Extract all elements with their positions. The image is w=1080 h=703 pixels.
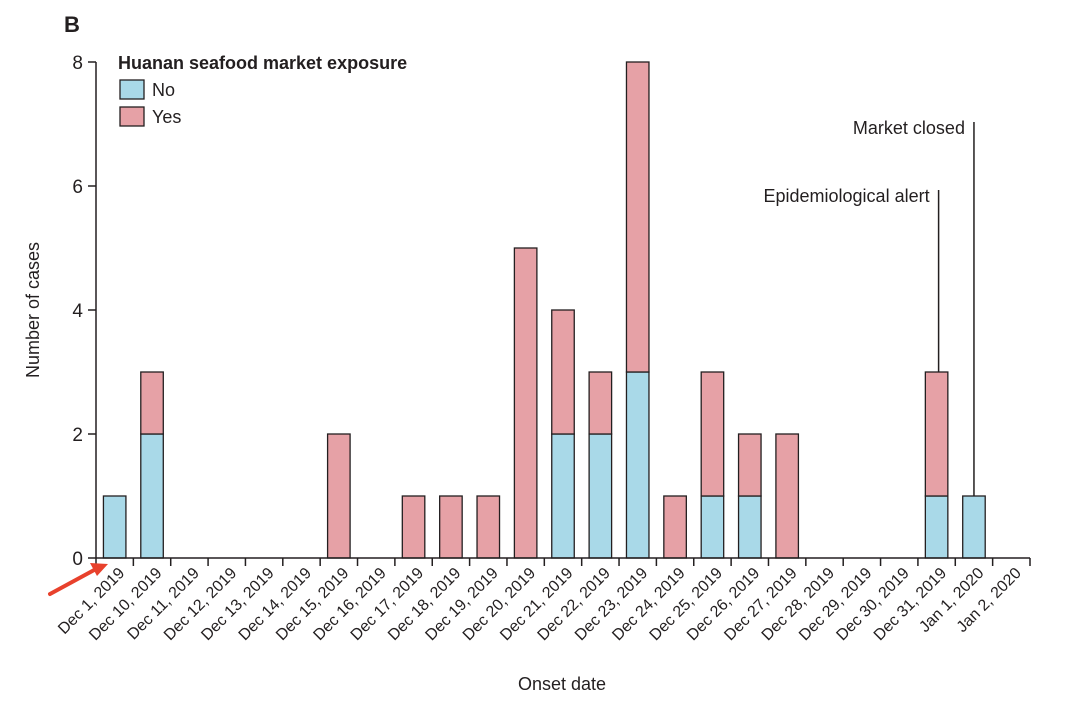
y-tick-label: 4 bbox=[72, 301, 83, 322]
annotation-label: Market closed bbox=[853, 118, 965, 138]
bar-yes bbox=[476, 495, 501, 559]
bar-no bbox=[962, 495, 986, 559]
legend-swatch-no bbox=[119, 79, 145, 100]
legend-swatch-yes bbox=[119, 106, 145, 127]
bar-yes bbox=[140, 371, 164, 435]
legend: Huanan seafood market exposure No Yes bbox=[118, 53, 407, 127]
bars bbox=[102, 61, 986, 559]
bar-yes bbox=[401, 495, 426, 559]
y-axis-title: Number of cases bbox=[23, 242, 43, 378]
bar-yes bbox=[700, 371, 725, 497]
legend-title: Huanan seafood market exposure bbox=[118, 53, 407, 73]
bar-yes bbox=[513, 247, 538, 559]
bar-no bbox=[625, 371, 650, 559]
x-axis-title: Onset date bbox=[518, 674, 606, 694]
bar-no bbox=[737, 495, 762, 559]
bar-yes bbox=[625, 61, 650, 373]
bar-no bbox=[700, 495, 725, 559]
bar-no bbox=[102, 495, 127, 559]
bar-yes bbox=[551, 309, 575, 435]
annotation-label: Epidemiological alert bbox=[764, 186, 930, 206]
bar-no bbox=[924, 495, 949, 559]
bar-yes bbox=[663, 495, 687, 559]
bar-yes bbox=[775, 433, 800, 559]
bar-yes bbox=[737, 433, 762, 497]
y-tick-label: 2 bbox=[72, 425, 83, 446]
bar-yes bbox=[326, 433, 351, 559]
bar-no bbox=[551, 433, 575, 559]
bar-no bbox=[140, 433, 164, 559]
bar-yes bbox=[439, 495, 463, 559]
red-arrow-icon bbox=[48, 563, 108, 596]
bar-yes bbox=[588, 371, 613, 435]
panel-label: B bbox=[64, 12, 80, 37]
legend-label-no: No bbox=[152, 80, 175, 100]
y-tick-label: 6 bbox=[72, 177, 83, 198]
bar-yes bbox=[924, 371, 949, 497]
bar-no bbox=[588, 433, 613, 559]
annotations: Epidemiological alert Market closed bbox=[764, 118, 975, 496]
legend-label-yes: Yes bbox=[152, 107, 181, 127]
y-tick-label: 0 bbox=[72, 549, 83, 570]
y-tick-label: 8 bbox=[72, 53, 83, 74]
y-axis: 0 2 4 6 8 bbox=[72, 53, 97, 570]
